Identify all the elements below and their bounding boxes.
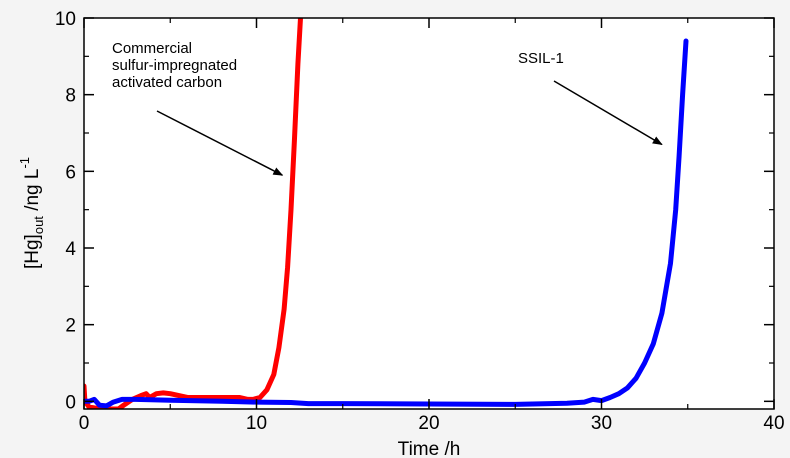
x-tick-label: 10 — [246, 413, 267, 434]
annotation-label-1: Commercial sulfur-impregnated activated ca… — [112, 40, 237, 91]
y-tick-label: 4 — [65, 239, 76, 260]
x-tick-label: 30 — [591, 413, 612, 434]
y-tick-label: 6 — [65, 162, 76, 183]
series-line-1 — [84, 18, 303, 409]
series-line-2 — [84, 38, 689, 409]
y-axis-title-unit: /ng L — [22, 169, 43, 217]
x-tick-label: 40 — [763, 413, 784, 434]
y-tick-label: 8 — [65, 86, 76, 107]
y-axis-title-subscript: out — [31, 216, 46, 234]
x-axis-title: Time /h — [398, 439, 461, 458]
y-axis-title-base: [Hg] — [22, 234, 43, 269]
y-tick-label: 10 — [55, 9, 76, 30]
plot-area — [84, 18, 774, 409]
y-axis-title-superscript: -1 — [17, 157, 32, 169]
x-tick-label: 20 — [418, 413, 439, 434]
y-tick-label: 2 — [65, 316, 76, 337]
x-tick-label: 0 — [79, 413, 90, 434]
annotation-arrow-1 — [156, 110, 284, 176]
y-tick-label: 0 — [65, 392, 76, 413]
annotation-label-2: SSIL-1 — [518, 50, 564, 67]
annotation-arrow-2 — [553, 80, 663, 146]
y-axis-title: [Hg]out /ng L-1 — [17, 157, 46, 269]
